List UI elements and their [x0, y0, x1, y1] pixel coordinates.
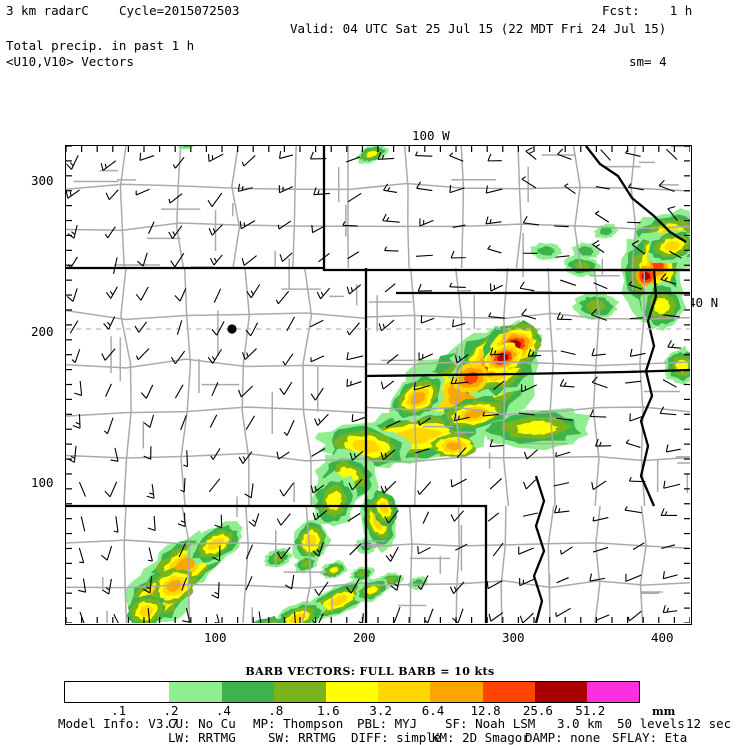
model-info-item: 50 levels [617, 716, 685, 731]
model-info-item: SF: Noah LSM [445, 716, 535, 731]
forecast-hour: Fcst: 1 h [602, 3, 692, 18]
longitude-label: 100 W [412, 128, 450, 143]
city-marker [227, 324, 236, 333]
model-info-item: Model Info: V3.7 [58, 716, 178, 731]
x-tick-label: 400 [651, 630, 674, 645]
valid-time: Valid: 04 UTC Sat 25 Jul 15 (22 MDT Fri … [290, 21, 666, 36]
field-title: Total precip. in past 1 h [6, 38, 194, 53]
y-tick-label: 300 [31, 173, 54, 188]
colorbar-band [430, 682, 482, 702]
colorbar-band [326, 682, 378, 702]
colorbar-band [535, 682, 587, 702]
colorbar-band [378, 682, 430, 702]
cycle-label: Cycle=2015072503 [119, 3, 239, 18]
x-tick-label: 300 [502, 630, 525, 645]
colorbar-band [169, 682, 221, 702]
latitude-label: 40 N [688, 295, 718, 310]
colorbar-band [222, 682, 274, 702]
colorbar-band [117, 682, 169, 702]
colorbar-band [274, 682, 326, 702]
colorbar[interactable] [64, 681, 640, 703]
x-tick-label: 200 [353, 630, 376, 645]
colorbar-band [65, 682, 117, 702]
vector-field-label: <U10,V10> Vectors [6, 54, 134, 69]
y-tick-label: 200 [31, 324, 54, 339]
model-name: 3 km radarC [6, 3, 89, 18]
model-info-item: DIFF: simple [351, 730, 441, 745]
model-info-item: 12 sec [686, 716, 731, 731]
model-info-item: SFLAY: Eta [612, 730, 687, 745]
barb-legend-title: BARB VECTORS: FULL BARB = 10 kts [0, 665, 740, 678]
y-tick-label: 100 [31, 475, 54, 490]
map-canvas [66, 146, 690, 623]
model-info-item: MP: Thompson [253, 716, 343, 731]
model-info-item: CU: No Cu [168, 716, 236, 731]
x-tick-label: 100 [204, 630, 227, 645]
colorbar-band [483, 682, 535, 702]
model-info-item: PBL: MYJ [357, 716, 417, 731]
model-info-item: KM: 2D Smagor [432, 730, 530, 745]
model-info-item: DAMP: none [525, 730, 600, 745]
model-info-item: SW: RRTMG [268, 730, 336, 745]
colorbar-band [587, 682, 639, 702]
forecast-map[interactable] [65, 145, 692, 625]
model-info-item: LW: RRTMG [168, 730, 236, 745]
colorbar-tick-label: 6.4 [422, 703, 445, 718]
model-info-item: 3.0 km [557, 716, 602, 731]
smoothing-label: sm= 4 [629, 54, 667, 69]
